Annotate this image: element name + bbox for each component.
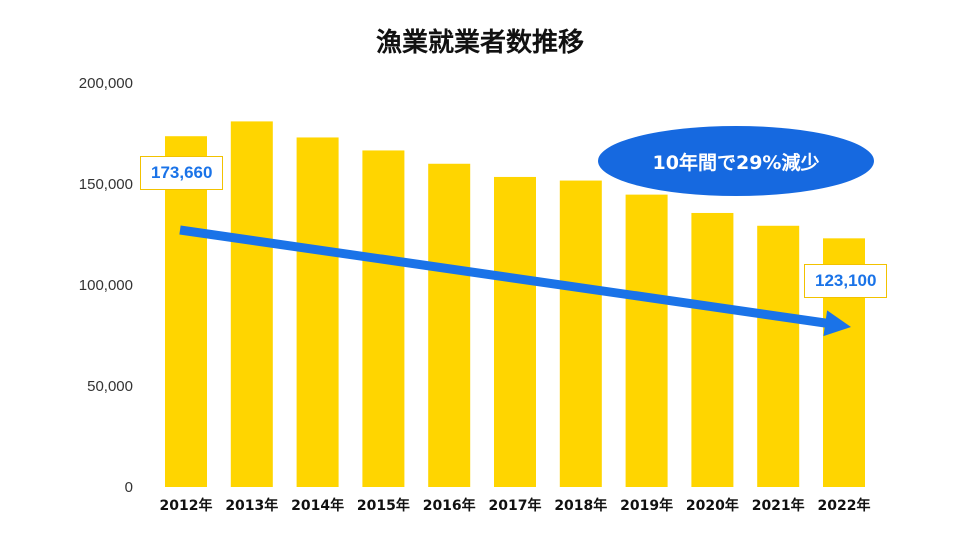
- x-tick-label: 2015年: [357, 497, 410, 514]
- x-axis: 2012年 2013年 2014年 2015年 2016年 2017年 2018年 2019年…: [160, 497, 871, 514]
- x-tick-label: 2014年: [291, 497, 344, 514]
- bar: [165, 136, 207, 488]
- y-axis: 0 50,000 100,000 150,000 200,000: [79, 75, 133, 496]
- x-tick-label: 2022年: [818, 497, 871, 514]
- x-tick-label: 2017年: [489, 497, 542, 514]
- x-tick-label: 2018年: [554, 497, 607, 514]
- x-tick-label: 2021年: [752, 497, 805, 514]
- bar: [428, 163, 471, 488]
- y-tick-label: 50,000: [87, 378, 133, 395]
- bar: [559, 180, 602, 488]
- y-tick-label: 150,000: [79, 176, 133, 193]
- bar: [691, 212, 734, 487]
- trend-line: [179, 225, 833, 329]
- bars: [165, 121, 865, 488]
- y-tick-label: 200,000: [79, 75, 133, 92]
- x-tick-label: 2020年: [686, 497, 739, 514]
- trend-arrowhead: [823, 310, 851, 337]
- chart-title: 漁業就業者数推移: [375, 28, 584, 58]
- bar: [494, 176, 536, 487]
- x-tick-label: 2016年: [423, 497, 476, 514]
- decrease-badge-text: 10年間で29%減少: [652, 151, 820, 174]
- start-value-label: 173,660: [140, 156, 224, 190]
- trend-arrow: [179, 225, 851, 337]
- x-tick-label: 2019年: [620, 497, 673, 514]
- bar: [625, 194, 668, 488]
- x-tick-label: 2012年: [160, 497, 213, 514]
- end-value-label: 123,100: [804, 264, 888, 298]
- x-tick-label: 2013年: [225, 497, 278, 514]
- decrease-badge: 10年間で29%減少: [598, 126, 874, 196]
- bar: [296, 137, 339, 487]
- bar: [757, 225, 800, 487]
- y-tick-label: 0: [125, 479, 133, 496]
- bar: [230, 121, 273, 487]
- bar: [362, 150, 405, 487]
- y-tick-label: 100,000: [79, 277, 133, 294]
